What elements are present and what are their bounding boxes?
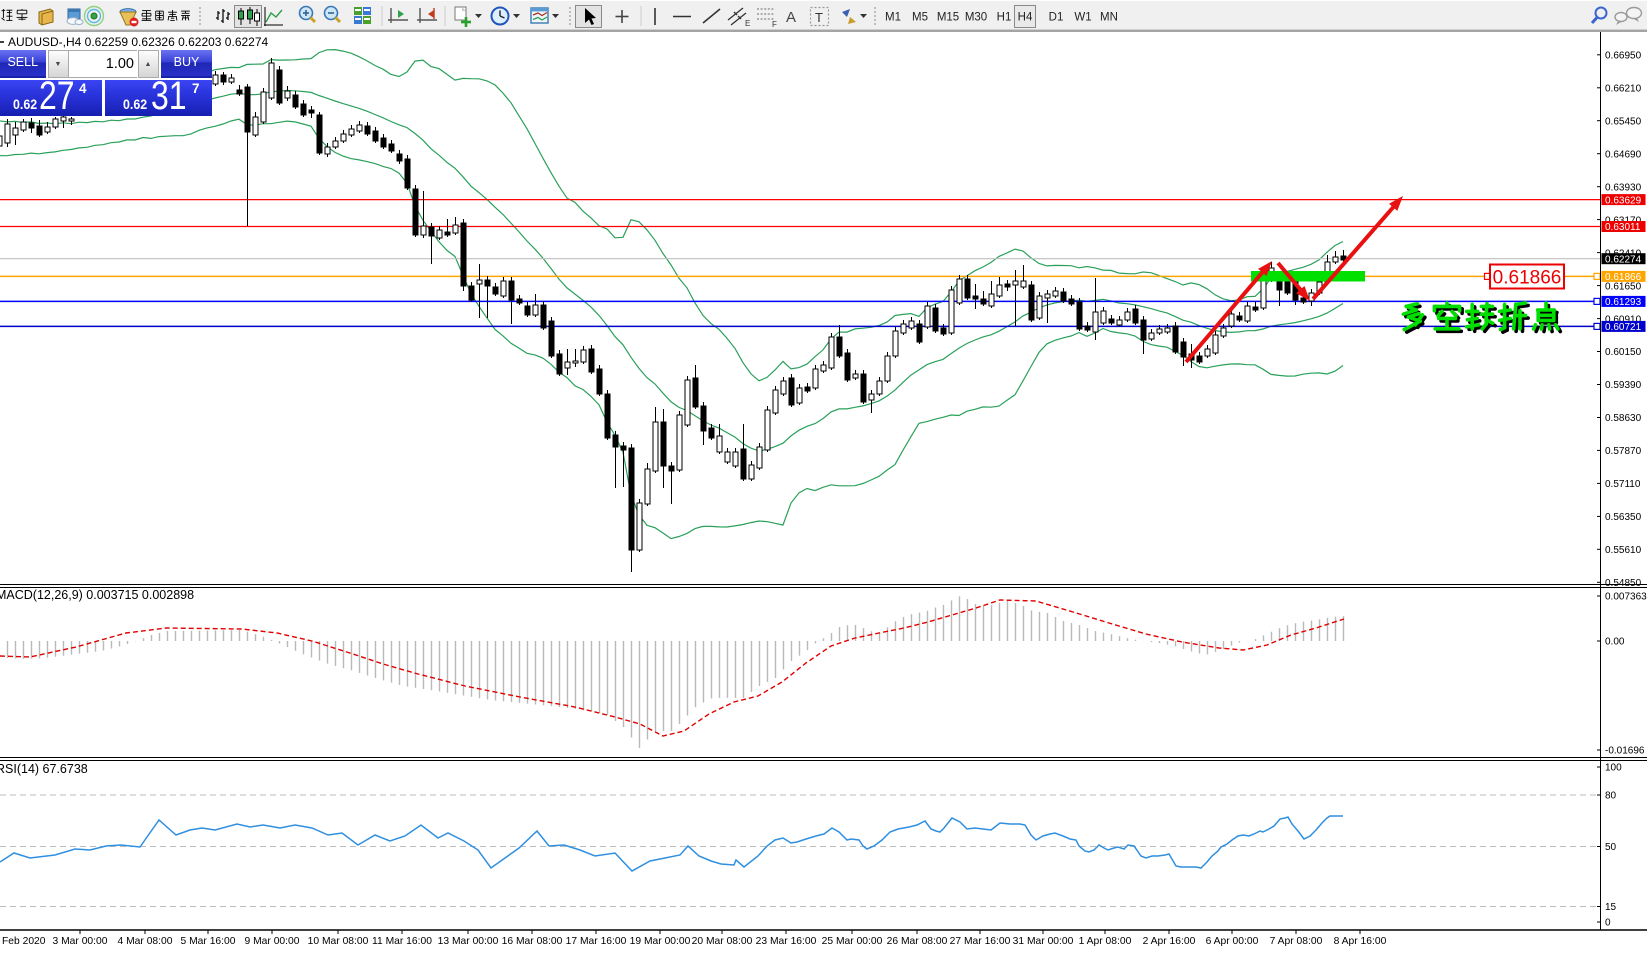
- svg-text:16 Mar 08:00: 16 Mar 08:00: [502, 936, 563, 947]
- svg-text:0: 0: [1605, 918, 1611, 929]
- svg-text:0.56350: 0.56350: [1605, 512, 1642, 523]
- svg-text:0.63170: 0.63170: [1605, 215, 1642, 226]
- svg-text:0.66950: 0.66950: [1605, 51, 1642, 62]
- svg-text:M1: M1: [885, 12, 901, 24]
- svg-text:MACD(12,26,9) 0.003715 0.00289: MACD(12,26,9) 0.003715 0.002898: [0, 588, 194, 602]
- svg-text:0.61650: 0.61650: [1605, 281, 1642, 292]
- svg-text:50: 50: [1605, 842, 1617, 853]
- svg-text:80: 80: [1605, 791, 1617, 802]
- svg-text:0.61866: 0.61866: [1493, 268, 1562, 289]
- svg-text:5 Mar 16:00: 5 Mar 16:00: [181, 936, 236, 947]
- svg-text:0.55610: 0.55610: [1605, 545, 1642, 556]
- svg-text:0.57870: 0.57870: [1605, 446, 1642, 457]
- svg-text:RSI(14) 67.6738: RSI(14) 67.6738: [0, 762, 88, 776]
- svg-text:17 Mar 16:00: 17 Mar 16:00: [566, 936, 627, 947]
- svg-text:0.60910: 0.60910: [1605, 314, 1642, 325]
- svg-text:M15: M15: [937, 12, 959, 24]
- svg-text:0.63930: 0.63930: [1605, 182, 1642, 193]
- svg-text:MN: MN: [1100, 12, 1118, 24]
- svg-text:T: T: [815, 10, 823, 25]
- svg-text:1 Apr 08:00: 1 Apr 08:00: [1079, 936, 1132, 947]
- svg-text:19 Mar 00:00: 19 Mar 00:00: [630, 936, 691, 947]
- svg-text:D1: D1: [1049, 12, 1064, 24]
- svg-text:10 Mar 08:00: 10 Mar 08:00: [308, 936, 369, 947]
- svg-text:0.00: 0.00: [1605, 637, 1625, 648]
- svg-text:20 Mar 08:00: 20 Mar 08:00: [692, 936, 753, 947]
- svg-text:0.62274: 0.62274: [1605, 254, 1642, 265]
- svg-text:9 Mar 00:00: 9 Mar 00:00: [245, 936, 300, 947]
- svg-text:23 Mar 16:00: 23 Mar 16:00: [756, 936, 817, 947]
- svg-text:4 Mar 08:00: 4 Mar 08:00: [118, 936, 173, 947]
- svg-text:8 Apr 16:00: 8 Apr 16:00: [1334, 936, 1387, 947]
- svg-text:13 Mar 00:00: 13 Mar 00:00: [438, 936, 499, 947]
- svg-text:0.58630: 0.58630: [1605, 413, 1642, 424]
- svg-text:0.61293: 0.61293: [1605, 297, 1642, 308]
- svg-text:M30: M30: [965, 12, 987, 24]
- svg-text:6 Apr 00:00: 6 Apr 00:00: [1206, 936, 1259, 947]
- svg-text:11 Mar 16:00: 11 Mar 16:00: [372, 936, 432, 947]
- svg-text:0.64690: 0.64690: [1605, 149, 1642, 160]
- svg-text:M5: M5: [912, 12, 928, 24]
- svg-text:0.60150: 0.60150: [1605, 347, 1642, 358]
- svg-text:W1: W1: [1074, 12, 1091, 24]
- svg-text:0.60721: 0.60721: [1605, 322, 1642, 333]
- svg-text:3 Mar 00:00: 3 Mar 00:00: [53, 936, 108, 947]
- svg-text:0.59390: 0.59390: [1605, 380, 1642, 391]
- svg-text:H4: H4: [1018, 12, 1033, 24]
- svg-text:E: E: [745, 19, 750, 28]
- svg-text:0.63011: 0.63011: [1605, 222, 1641, 233]
- svg-text:27 Mar 16:00: 27 Mar 16:00: [950, 936, 1011, 947]
- svg-text:100: 100: [1605, 763, 1622, 774]
- svg-text:A: A: [786, 9, 796, 26]
- svg-text:0.007363: 0.007363: [1605, 592, 1647, 603]
- svg-text:AUDUSD-,H4 0.62259 0.62326 0.: AUDUSD-,H4 0.62259 0.62326 0.62203 0.622…: [8, 35, 269, 49]
- svg-text:31 Mar 00:00: 31 Mar 00:00: [1013, 936, 1074, 947]
- svg-text:H1: H1: [997, 12, 1012, 24]
- svg-text:7 Apr 08:00: 7 Apr 08:00: [1270, 936, 1323, 947]
- svg-text:-0.01696: -0.01696: [1605, 746, 1645, 757]
- svg-text:F: F: [772, 20, 777, 29]
- svg-text:15: 15: [1605, 902, 1617, 913]
- svg-text:0.66210: 0.66210: [1605, 84, 1642, 95]
- svg-text:25 Mar 00:00: 25 Mar 00:00: [822, 936, 883, 947]
- svg-text:Feb 2020: Feb 2020: [2, 936, 46, 947]
- svg-text:0.57110: 0.57110: [1605, 479, 1641, 490]
- svg-text:2 Apr 16:00: 2 Apr 16:00: [1143, 936, 1196, 947]
- svg-text:0.63629: 0.63629: [1605, 195, 1642, 206]
- svg-text:0.65450: 0.65450: [1605, 116, 1642, 127]
- svg-text:0.61866: 0.61866: [1605, 272, 1642, 283]
- svg-text:0.54850: 0.54850: [1605, 578, 1642, 589]
- svg-text:26 Mar 08:00: 26 Mar 08:00: [887, 936, 948, 947]
